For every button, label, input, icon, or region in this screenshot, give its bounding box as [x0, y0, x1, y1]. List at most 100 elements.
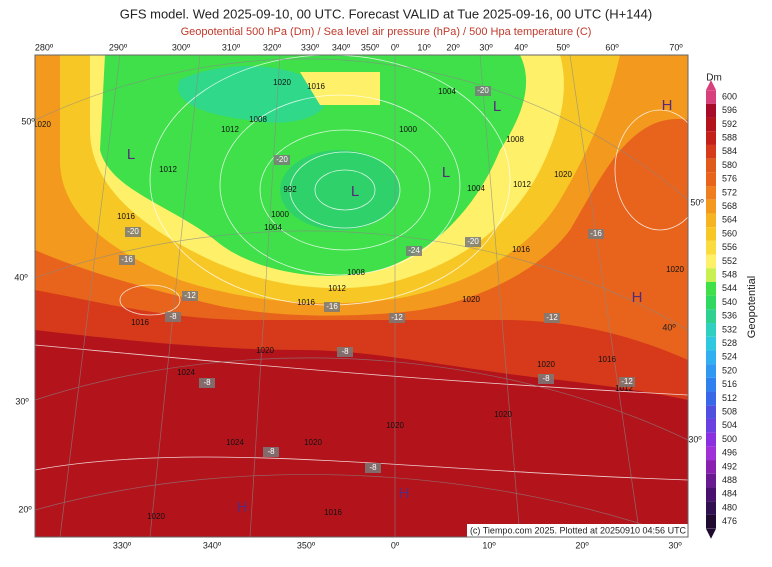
lat-label: 50º — [690, 197, 704, 207]
colorbar-swatch — [706, 501, 716, 515]
colorbar-swatch — [706, 268, 716, 282]
isobar-label: 1020 — [537, 360, 555, 369]
colorbar-swatch — [706, 90, 716, 104]
subtitle: Geopotential 500 hPa (Dm) / Sea level ai… — [181, 26, 592, 38]
isobar-label: 1020 — [33, 120, 51, 129]
colorbar-arrow — [706, 528, 716, 539]
temperature-label: -20 — [467, 237, 479, 246]
colorbar-tick: 540 — [722, 297, 737, 307]
temperature-label: -16 — [326, 302, 338, 311]
isobar-label: 1016 — [297, 298, 315, 307]
colorbar-swatch — [706, 323, 716, 337]
temp-box — [165, 312, 181, 322]
colorbar-tick: 576 — [722, 174, 737, 184]
map-frame — [34, 54, 689, 538]
colorbar-tick: 492 — [722, 461, 737, 471]
temp-box — [182, 291, 198, 301]
colorbar-tick: 552 — [722, 256, 737, 266]
lat-label: 30º — [15, 396, 29, 406]
colorbar-swatch — [706, 213, 716, 228]
temp-box — [263, 447, 279, 457]
isobar-label: 1020 — [386, 421, 404, 430]
isobar-label: 1020 — [666, 265, 684, 274]
temp-box — [274, 155, 290, 165]
isobar-label: 1020 — [273, 78, 291, 87]
temperature-label: -12 — [621, 377, 633, 386]
lon-label: 0º — [391, 42, 400, 52]
lon-label: 0º — [391, 540, 400, 550]
temp-box — [544, 313, 560, 323]
isobar-label: 1016 — [117, 212, 135, 221]
temp-box — [365, 463, 381, 473]
colorbar-swatch — [706, 131, 716, 145]
colorbar-tick: 476 — [722, 516, 737, 526]
isobar-label: 1004 — [438, 87, 456, 96]
colorbar-swatch — [706, 336, 716, 351]
lon-label: 280º — [35, 42, 54, 52]
temperature-label: -16 — [590, 229, 602, 238]
isobar-label: 1016 — [307, 82, 325, 91]
temperature-label: -20 — [276, 155, 288, 164]
isobar-label: 1020 — [147, 512, 165, 521]
isobar-label: 1008 — [506, 135, 524, 144]
temp-box — [389, 313, 405, 323]
temp-box — [119, 255, 135, 265]
lon-label: 330º — [113, 540, 132, 550]
colorbar-swatch — [706, 460, 716, 474]
colorbar-swatch — [706, 514, 716, 529]
colorbar-tick: 480 — [722, 502, 737, 512]
isobar-label: 1020 — [256, 346, 274, 355]
lat-label: 40º — [14, 272, 28, 282]
lon-label: 320º — [263, 42, 282, 52]
colorbar-swatch — [706, 405, 716, 419]
lon-label: 50º — [556, 42, 570, 52]
colorbar-tick: 528 — [722, 338, 737, 348]
isobar-label: 1012 — [513, 180, 531, 189]
isobar-label: 1000 — [271, 210, 289, 219]
temperature-label: -8 — [341, 347, 349, 356]
colorbar-swatch — [706, 281, 716, 296]
colorbar-tick: 516 — [722, 379, 737, 389]
colorbar-tick: 572 — [722, 187, 737, 197]
temp-box — [465, 237, 481, 247]
pressure-center: H — [662, 97, 673, 114]
colorbar-tick: 484 — [722, 489, 737, 499]
lon-label: 30º — [668, 540, 682, 550]
colorbar-tick: 592 — [722, 119, 737, 129]
pressure-center: L — [442, 164, 450, 181]
colorbar-swatch — [706, 172, 716, 187]
isobar-label: 1004 — [467, 184, 485, 193]
isobar-label: 1020 — [554, 170, 572, 179]
colorbar-swatch — [706, 377, 716, 392]
colorbar-swatch — [706, 117, 716, 132]
lon-label: 350º — [297, 540, 316, 550]
lat-label: 40º — [662, 322, 676, 332]
colorbar-arrow — [706, 80, 716, 90]
colorbar-tick: 584 — [722, 146, 737, 156]
map-field: 1020 101610121008100010041012992100010041… — [33, 55, 688, 537]
title: GFS model. Wed 2025-09-10, 00 UTC. Forec… — [120, 6, 652, 21]
temp-box — [337, 347, 353, 357]
temp-box — [619, 377, 635, 387]
colorbar-swatch — [706, 432, 716, 447]
isobar-label: 1008 — [249, 115, 267, 124]
colorbar-tick: 520 — [722, 365, 737, 375]
lon-label: 300º — [172, 42, 191, 52]
isobar-label: 1016 — [131, 318, 149, 327]
isobar-label: 1008 — [347, 268, 365, 277]
temperature-label: -20 — [477, 86, 489, 95]
lon-label: 70º — [669, 42, 683, 52]
lat-label: 20º — [18, 504, 32, 514]
temperature-label: -20 — [127, 227, 139, 236]
colorbar-tick: 600 — [722, 91, 737, 101]
colorbar-tick: 596 — [722, 105, 737, 115]
colorbar-tick: 548 — [722, 269, 737, 279]
colorbar-swatch — [706, 295, 716, 310]
isobar-label: 1012 — [328, 284, 346, 293]
colorbar-tick: 512 — [722, 393, 737, 403]
colorbar-swatch — [706, 144, 716, 159]
colorbar-swatch — [706, 473, 716, 488]
lon-label: 10º — [482, 540, 496, 550]
colorbar-unit: Dm — [706, 73, 722, 84]
